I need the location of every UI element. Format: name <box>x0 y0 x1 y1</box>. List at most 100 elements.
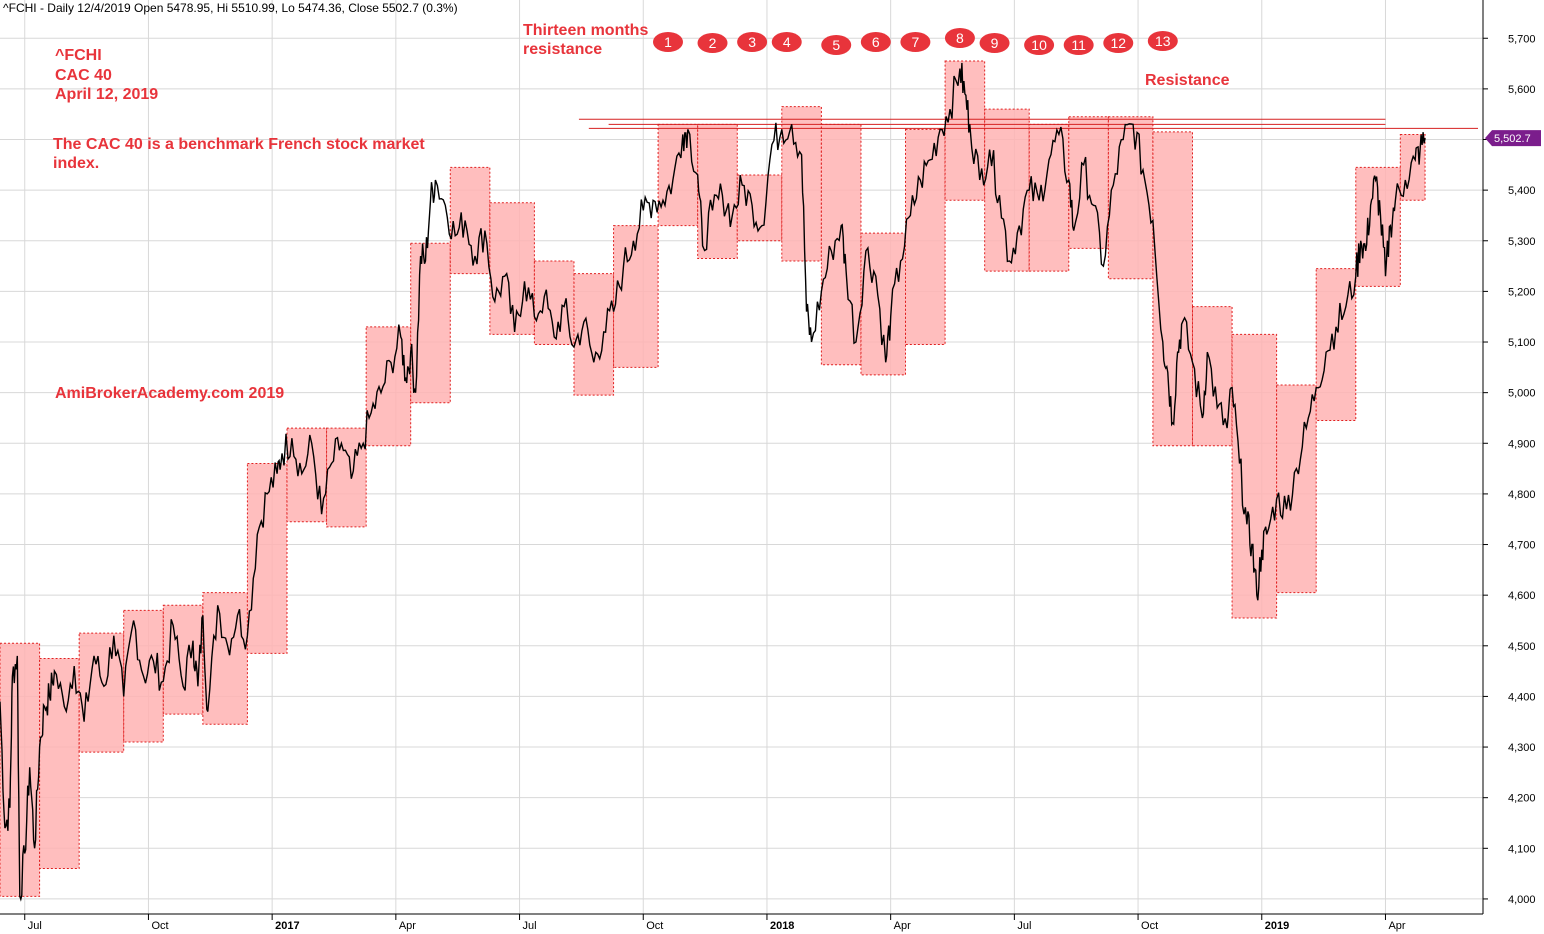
x-tick-label: 2019 <box>1265 920 1289 932</box>
x-tick-label: Oct <box>646 920 663 932</box>
monthly-range-box <box>533 260 575 346</box>
y-tick-label: 5,000 <box>1508 388 1536 400</box>
chart-title: ^FCHI - Daily 12/4/2019 Open 5478.95, Hi… <box>3 1 458 15</box>
monthly-range-box <box>697 123 738 259</box>
month-bubble-1: 1 <box>652 32 683 52</box>
month-bubble-shape <box>1063 35 1094 55</box>
month-bubble-8: 8 <box>944 28 975 48</box>
month-bubble-label: 10 <box>1031 37 1047 53</box>
month-bubble-label: 5 <box>832 37 840 53</box>
month-bubble-4: 4 <box>771 32 802 52</box>
month-bubble-shape <box>1103 33 1134 53</box>
y-tick-label: 4,200 <box>1508 793 1536 805</box>
date-label: April 12, 2019 <box>55 86 158 103</box>
month-bubble-label: 11 <box>1071 37 1086 53</box>
monthly-range-box <box>39 657 80 870</box>
monthly-range-box <box>1231 333 1278 619</box>
month-bubble-shape <box>900 32 931 52</box>
month-bubble-label: 4 <box>783 34 791 50</box>
price-line <box>0 62 1426 902</box>
month-bubble-label: 6 <box>872 34 880 50</box>
y-tick-label: 5,600 <box>1508 84 1536 96</box>
description-line-2: index. <box>53 155 99 172</box>
price-series <box>0 62 1426 902</box>
month-bubble-5: 5 <box>821 35 852 55</box>
monthly-range-box <box>1315 268 1357 421</box>
last-price-tag-bg <box>1485 130 1541 147</box>
monthly-range-box <box>944 60 986 201</box>
x-tick-label: Jul <box>28 920 42 932</box>
monthly-range-box <box>573 273 615 396</box>
y-tick-label: 5,300 <box>1508 236 1536 248</box>
x-tick-label: 2018 <box>770 920 794 932</box>
month-bubble-11: 11 <box>1063 35 1094 55</box>
month-bubble-label: 7 <box>911 34 919 50</box>
month-bubble-7: 7 <box>900 32 931 52</box>
x-axis: Jul Oct 2017 Apr Jul Oct 2018 Apr Jul Oct 2019 Apr <box>0 913 1483 932</box>
month-bubble-shape <box>697 33 728 53</box>
watermark-label: AmiBrokerAcademy.com 2019 <box>55 385 284 402</box>
monthly-range-box <box>489 202 535 335</box>
y-tick-label: 5,400 <box>1508 185 1536 197</box>
month-bubble-10: 10 <box>1024 35 1055 55</box>
month-bubble-label: 12 <box>1110 35 1126 51</box>
y-tick-label: 5,700 <box>1508 33 1536 45</box>
month-bubble-shape <box>1147 31 1178 51</box>
y-tick-label: 4,600 <box>1508 590 1536 602</box>
monthly-range-box <box>286 427 328 523</box>
month-bubble-shape <box>652 32 683 52</box>
monthly-range-box <box>736 174 783 242</box>
y-tick-label: 4,400 <box>1508 691 1536 703</box>
month-bubble-shape <box>1024 35 1055 55</box>
x-tick-label: Apr <box>894 920 911 932</box>
month-number-bubbles: 1 2 3 4 5 6 7 8 9 10 11 12 13 <box>652 28 1178 55</box>
month-bubble-label: 8 <box>956 30 964 46</box>
month-bubble-9: 9 <box>979 33 1010 53</box>
x-tick-label: Jul <box>1017 920 1031 932</box>
months-label-line-2: resistance <box>523 41 602 58</box>
y-tick-label: 4,000 <box>1508 894 1536 906</box>
month-bubble-13: 13 <box>1147 31 1178 51</box>
month-bubble-2: 2 <box>697 33 728 53</box>
monthly-range-box <box>326 427 367 528</box>
y-tick-label: 5,200 <box>1508 286 1536 298</box>
monthly-range-box <box>365 326 412 447</box>
y-tick-label: 4,900 <box>1508 438 1536 450</box>
monthly-range-box <box>202 592 248 725</box>
monthly-range-box <box>1107 116 1154 280</box>
month-bubble-shape <box>979 33 1010 53</box>
month-bubble-shape <box>821 35 852 55</box>
resistance-lines <box>578 118 1478 129</box>
month-bubble-label: 13 <box>1155 33 1171 49</box>
last-price-tag: 5,502.7 <box>1485 130 1541 147</box>
month-bubble-label: 9 <box>991 35 999 51</box>
monthly-range-box <box>657 123 699 227</box>
monthly-range-box <box>449 166 491 275</box>
monthly-range-box <box>613 225 659 368</box>
monthly-range-box <box>820 123 862 366</box>
x-tick-label: Oct <box>1141 920 1158 932</box>
monthly-range-box <box>1152 131 1193 447</box>
y-tick-label: 4,800 <box>1508 489 1536 501</box>
month-bubble-shape <box>737 32 768 52</box>
month-bubble-shape <box>944 28 975 48</box>
index-name-label: CAC 40 <box>55 67 112 84</box>
monthly-range-box <box>905 128 946 346</box>
y-tick-label: 4,100 <box>1508 843 1536 855</box>
resistance-label: Resistance <box>1145 72 1230 89</box>
month-bubble-shape <box>771 32 802 52</box>
monthly-range-box <box>246 463 288 654</box>
month-bubble-shape <box>860 32 891 52</box>
month-bubble-label: 3 <box>748 34 756 50</box>
symbol-label: ^FCHI <box>55 47 102 64</box>
months-label-line-1: Thirteen months <box>523 22 648 39</box>
y-tick-label: 4,500 <box>1508 641 1536 653</box>
y-tick-label: 4,700 <box>1508 540 1536 552</box>
monthly-range-box <box>1276 384 1317 594</box>
x-tick-label: Jul <box>523 920 537 932</box>
last-price-label: 5,502.7 <box>1494 133 1531 145</box>
x-tick-label: 2017 <box>275 920 299 932</box>
y-tick-label: 5,100 <box>1508 337 1536 349</box>
y-tick-label: 4,300 <box>1508 742 1536 754</box>
